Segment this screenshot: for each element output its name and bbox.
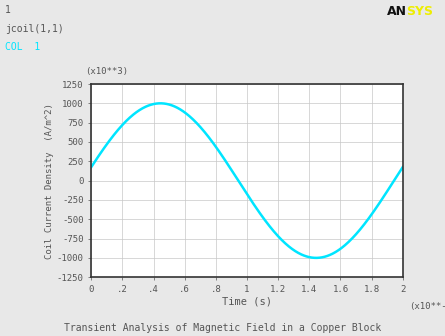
Text: jcoil(1,1): jcoil(1,1) xyxy=(5,24,64,34)
Y-axis label: Coil Current Density  (A/m^2): Coil Current Density (A/m^2) xyxy=(45,103,54,258)
Text: (x10**-2): (x10**-2) xyxy=(409,302,445,311)
Text: SYS: SYS xyxy=(406,5,433,18)
Text: Transient Analysis of Magnetic Field in a Copper Block: Transient Analysis of Magnetic Field in … xyxy=(64,323,381,333)
Text: AN: AN xyxy=(387,5,407,18)
X-axis label: Time (s): Time (s) xyxy=(222,297,272,307)
Text: 1: 1 xyxy=(5,5,11,15)
Text: COL  1: COL 1 xyxy=(5,42,40,52)
Text: (x10**3): (x10**3) xyxy=(85,67,128,76)
